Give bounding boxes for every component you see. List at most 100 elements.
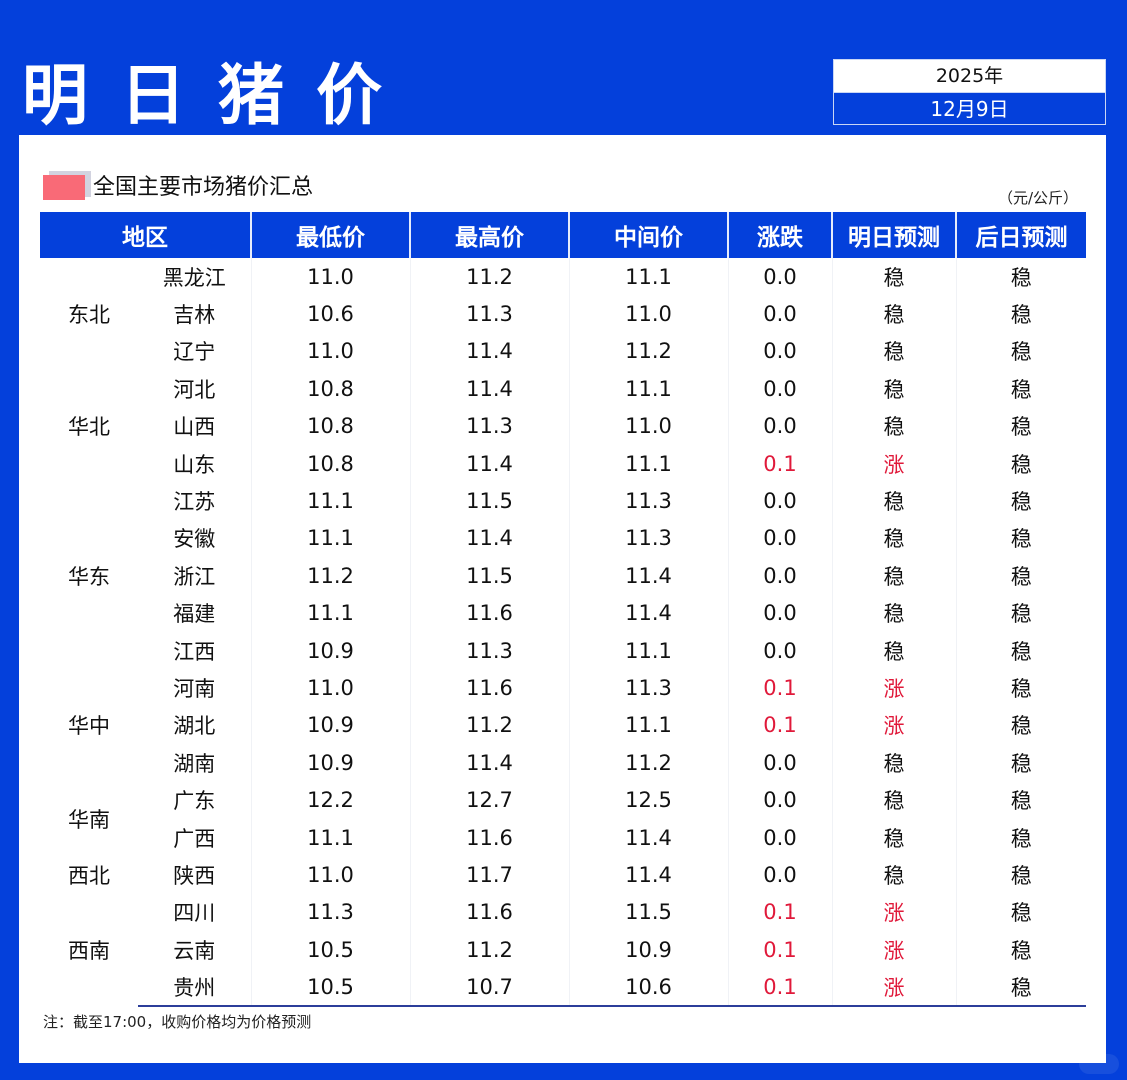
table-row: 吉林 10.6 11.3 11.0 0.0 稳稳	[40, 295, 1086, 333]
province-cell: 辽宁	[173, 340, 216, 365]
high-price-cell: 11.7	[409, 856, 569, 894]
change-cell: 0.0	[727, 482, 832, 520]
change-cell: 0.0	[727, 781, 832, 819]
province-cell: 云南	[173, 938, 216, 963]
mid-price-cell: 11.4	[568, 856, 728, 894]
header-low: 最低价	[250, 212, 410, 258]
mid-price-cell: 11.4	[568, 818, 728, 857]
tomorrow-forecast-cell: 稳	[831, 856, 956, 894]
header-change: 涨跌	[727, 212, 832, 258]
low-price-cell: 10.8	[250, 407, 410, 445]
low-price-cell: 12.2	[250, 781, 410, 819]
low-price-cell: 10.9	[250, 631, 410, 670]
low-price-cell: 10.5	[250, 968, 410, 1007]
tomorrow-forecast-cell: 涨	[831, 968, 956, 1007]
low-price-cell: 11.1	[250, 594, 410, 632]
tomorrow-forecast-cell: 稳	[831, 594, 956, 632]
province-cell: 河北	[173, 377, 216, 402]
after-forecast-cell: 稳	[955, 781, 1086, 819]
section-header: 全国主要市场猪价汇总	[41, 171, 631, 240]
after-forecast-cell: 稳	[955, 744, 1086, 782]
change-cell: 0.1	[727, 706, 832, 745]
tomorrow-forecast-cell: 稳	[831, 744, 956, 782]
high-price-cell: 11.3	[409, 407, 569, 445]
mid-price-cell: 11.1	[568, 370, 728, 408]
region-cell: 西北	[68, 863, 110, 888]
tomorrow-forecast-cell: 稳	[831, 557, 956, 595]
mid-price-cell: 11.0	[568, 407, 728, 445]
mid-price-cell: 11.0	[568, 295, 728, 333]
province-cell: 山西	[173, 415, 216, 440]
high-price-cell: 11.2	[409, 931, 569, 969]
high-price-cell: 12.7	[409, 781, 569, 819]
high-price-cell: 11.2	[409, 258, 569, 296]
table-row: 华东 江苏 11.1 11.5 11.3 0.0 稳稳	[40, 482, 1086, 589]
table-row: 云南 10.5 11.2 10.9 0.1 涨稳	[40, 931, 1086, 969]
low-price-cell: 11.0	[250, 332, 410, 371]
province-cell: 山东	[173, 452, 216, 477]
high-price-cell: 11.5	[409, 557, 569, 595]
low-price-cell: 11.3	[250, 893, 410, 932]
province-cell: 浙江	[173, 564, 216, 589]
high-price-cell: 11.6	[409, 669, 569, 707]
after-forecast-cell: 稳	[955, 557, 1086, 595]
mid-price-cell: 11.4	[568, 594, 728, 632]
low-price-cell: 10.9	[250, 744, 410, 782]
province-cell: 黑龙江	[162, 265, 226, 290]
mid-price-cell: 11.3	[568, 519, 728, 558]
after-forecast-cell: 稳	[955, 519, 1086, 558]
watermark	[1079, 1054, 1119, 1074]
high-price-cell: 11.2	[409, 706, 569, 745]
table-body: 东北 黑龙江 11.0 11.2 11.1 0.0 稳稳吉林 10.6 11.3 11.0 0.0 稳…	[40, 258, 1086, 1007]
tomorrow-forecast-cell: 稳	[831, 407, 956, 445]
table-row: 辽宁 11.0 11.4 11.2 0.0 稳稳	[40, 332, 1086, 371]
table-row: 东北 黑龙江 11.0 11.2 11.1 0.0 稳稳	[40, 258, 1086, 327]
table-row: 贵州 10.5 10.7 10.6 0.1 涨稳	[40, 968, 1086, 1007]
table-row: 广西 11.1 11.6 11.4 0.0 稳稳	[40, 818, 1086, 857]
header-after: 后日预测	[955, 212, 1086, 258]
table-row: 福建 11.1 11.6 11.4 0.0 稳稳	[40, 594, 1086, 632]
table-row: 安徽 11.1 11.4 11.3 0.0 稳稳	[40, 519, 1086, 558]
mid-price-cell: 11.1	[568, 631, 728, 670]
province-cell: 江西	[173, 639, 216, 664]
mid-price-cell: 11.1	[568, 258, 728, 296]
high-price-cell: 10.7	[409, 968, 569, 1007]
change-cell: 0.1	[727, 669, 832, 707]
table-row: 西北 陕西 11.0 11.7 11.4 0.0 稳稳	[40, 856, 1086, 894]
high-price-cell: 11.4	[409, 519, 569, 558]
header-tomorrow: 明日预测	[831, 212, 956, 258]
table-row: 华南 广东 12.2 12.7 12.5 0.0 稳稳	[40, 781, 1086, 832]
province-cell: 河南	[173, 676, 216, 701]
tomorrow-forecast-cell: 稳	[831, 258, 956, 296]
change-cell: 0.0	[727, 258, 832, 296]
after-forecast-cell: 稳	[955, 669, 1086, 707]
date-year: 2025年	[834, 60, 1105, 92]
change-cell: 0.0	[727, 407, 832, 445]
tomorrow-forecast-cell: 稳	[831, 818, 956, 857]
tomorrow-forecast-cell: 稳	[831, 482, 956, 520]
province-cell: 广西	[173, 826, 216, 851]
table-row: 江西 10.9 11.3 11.1 0.0 稳稳	[40, 631, 1086, 670]
mid-price-cell: 10.6	[568, 968, 728, 1007]
low-price-cell: 11.1	[250, 519, 410, 558]
table-row: 华中 河南 11.0 11.6 11.3 0.1 涨稳	[40, 669, 1086, 738]
after-forecast-cell: 稳	[955, 444, 1086, 483]
change-cell: 0.0	[727, 818, 832, 857]
change-cell: 0.0	[727, 332, 832, 371]
change-cell: 0.0	[727, 557, 832, 595]
after-forecast-cell: 稳	[955, 370, 1086, 408]
low-price-cell: 11.1	[250, 482, 410, 520]
region-cell: 华中	[68, 714, 110, 739]
change-cell: 0.0	[727, 295, 832, 333]
date-box: 2025年 12月9日	[833, 59, 1106, 125]
change-cell: 0.1	[727, 968, 832, 1007]
mid-price-cell: 10.9	[568, 931, 728, 969]
tomorrow-forecast-cell: 稳	[831, 370, 956, 408]
after-forecast-cell: 稳	[955, 594, 1086, 632]
table-row: 山西 10.8 11.3 11.0 0.0 稳稳	[40, 407, 1086, 445]
province-cell: 陕西	[173, 863, 216, 888]
header-region: 地区	[40, 212, 251, 258]
province-cell: 湖北	[173, 714, 216, 739]
table-row: 湖南 10.9 11.4 11.2 0.0 稳稳	[40, 744, 1086, 782]
after-forecast-cell: 稳	[955, 968, 1086, 1007]
